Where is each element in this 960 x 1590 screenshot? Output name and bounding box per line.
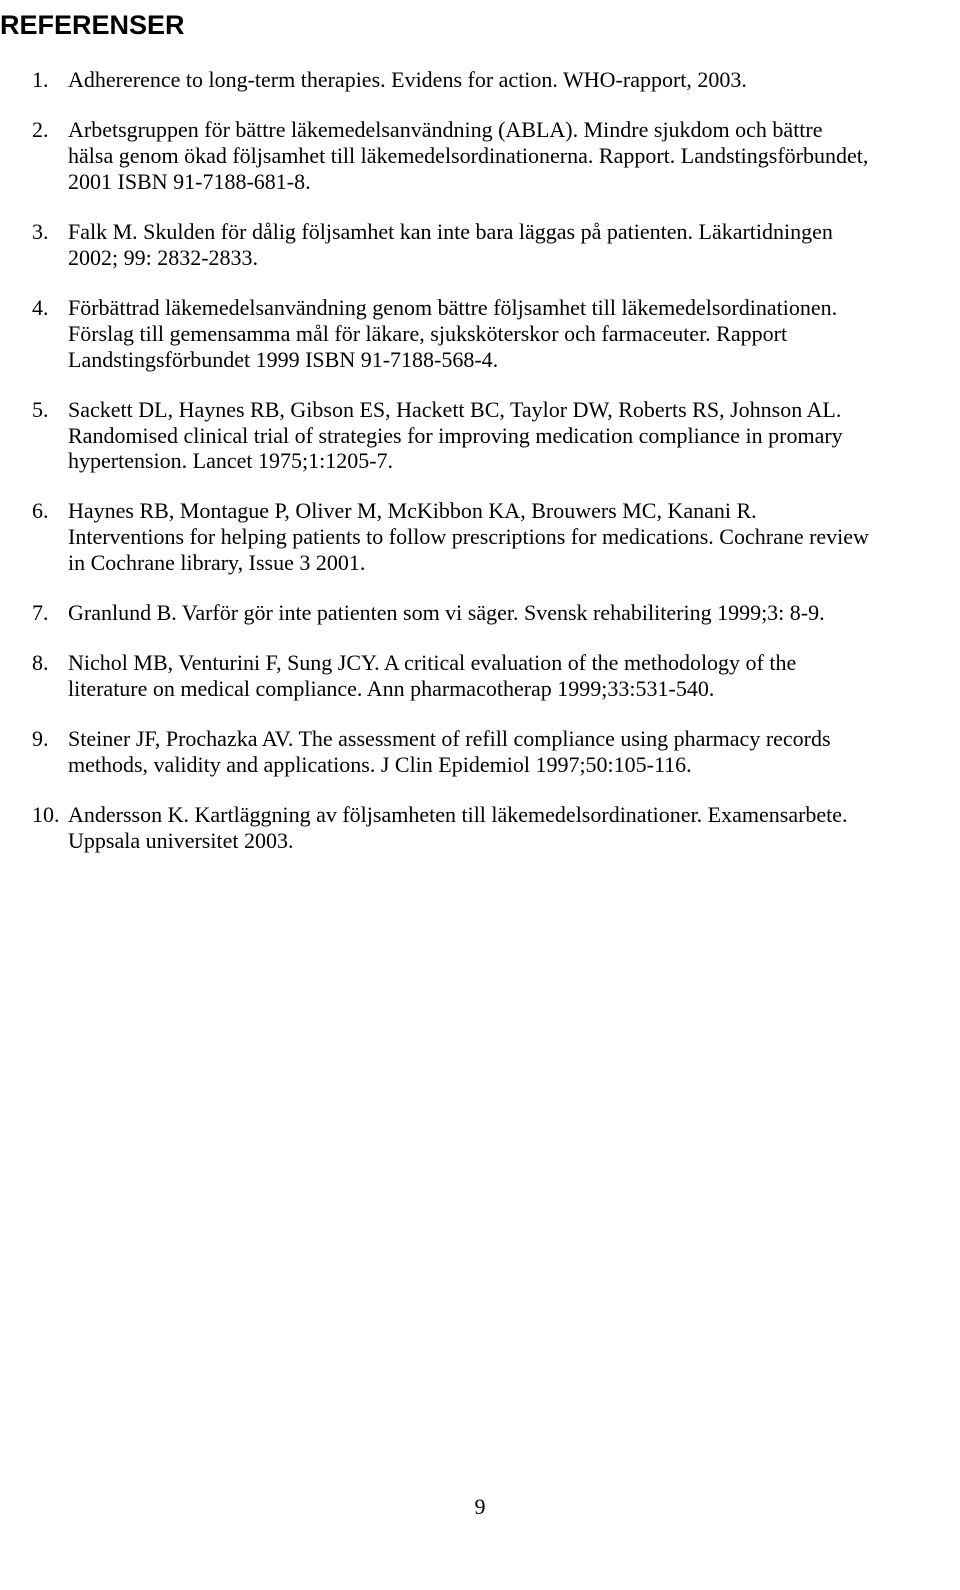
reference-text: Arbetsgruppen för bättre läkemedelsanvän…: [68, 117, 868, 194]
reference-text: Falk M. Skulden för dålig följsamhet kan…: [68, 219, 833, 270]
reference-text: Nichol MB, Venturini F, Sung JCY. A crit…: [68, 650, 796, 701]
reference-number: 5.: [32, 397, 49, 423]
reference-item: 4. Förbättrad läkemedelsanvändning genom…: [68, 295, 870, 373]
reference-number: 9.: [32, 726, 49, 752]
references-list: 1. Adhererence to long-term therapies. E…: [0, 67, 870, 854]
reference-number: 6.: [32, 498, 49, 524]
reference-number: 10.: [32, 802, 60, 828]
reference-number: 7.: [32, 600, 49, 626]
reference-item: 2. Arbetsgruppen för bättre läkemedelsan…: [68, 117, 870, 195]
reference-text: Förbättrad läkemedelsanvändning genom bä…: [68, 295, 837, 372]
reference-item: 9. Steiner JF, Prochazka AV. The assessm…: [68, 726, 870, 778]
reference-item: 6. Haynes RB, Montague P, Oliver M, McKi…: [68, 498, 870, 576]
reference-number: 4.: [32, 295, 49, 321]
reference-text: Adhererence to long-term therapies. Evid…: [68, 67, 747, 92]
reference-text: Sackett DL, Haynes RB, Gibson ES, Hacket…: [68, 397, 843, 474]
page: REFERENSER 1. Adhererence to long-term t…: [0, 0, 960, 1590]
reference-text: Haynes RB, Montague P, Oliver M, McKibbo…: [68, 498, 869, 575]
reference-number: 8.: [32, 650, 49, 676]
reference-number: 2.: [32, 117, 49, 143]
page-number: 9: [0, 1494, 960, 1520]
reference-item: 3. Falk M. Skulden för dålig följsamhet …: [68, 219, 870, 271]
reference-text: Andersson K. Kartläggning av följsamhete…: [68, 802, 848, 853]
reference-item: 8. Nichol MB, Venturini F, Sung JCY. A c…: [68, 650, 870, 702]
reference-item: 1. Adhererence to long-term therapies. E…: [68, 67, 870, 93]
section-heading: REFERENSER: [0, 10, 870, 41]
reference-item: 10. Andersson K. Kartläggning av följsam…: [68, 802, 870, 854]
reference-item: 5. Sackett DL, Haynes RB, Gibson ES, Hac…: [68, 397, 870, 475]
reference-text: Granlund B. Varför gör inte patienten so…: [68, 600, 825, 625]
reference-text: Steiner JF, Prochazka AV. The assessment…: [68, 726, 831, 777]
reference-item: 7. Granlund B. Varför gör inte patienten…: [68, 600, 870, 626]
reference-number: 1.: [32, 67, 49, 93]
reference-number: 3.: [32, 219, 49, 245]
